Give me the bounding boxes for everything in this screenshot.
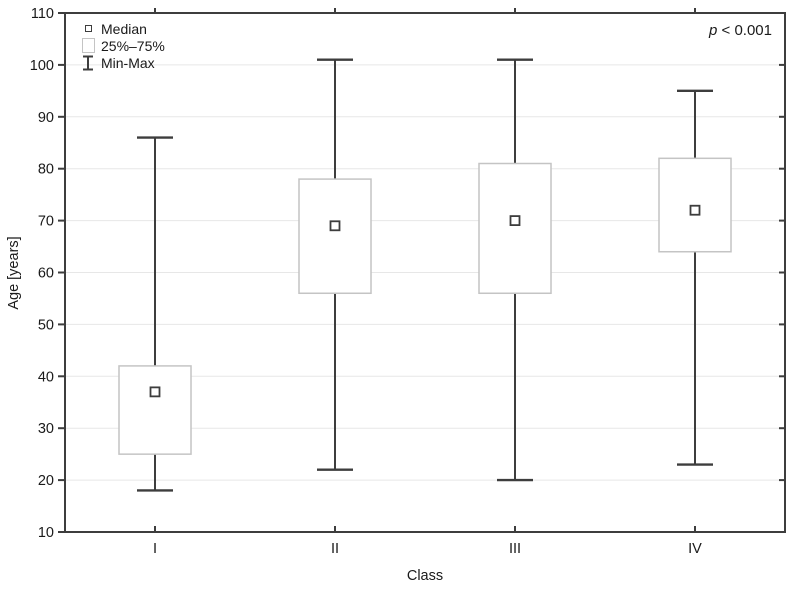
median-marker-icon: [78, 20, 98, 37]
y-tick-label: 50: [38, 317, 54, 333]
y-tick-label: 40: [38, 369, 54, 385]
legend-label: Min-Max: [101, 54, 155, 71]
y-tick-label: 20: [38, 473, 54, 489]
legend-item-iqr: 25%–75%: [78, 37, 165, 54]
iqr-box: [118, 365, 192, 455]
y-tick-label: 110: [31, 6, 54, 22]
p-symbol: p: [709, 22, 718, 39]
y-axis-title: Age [years]: [6, 236, 22, 310]
x-tick-label: II: [331, 541, 339, 557]
iqr-box: [478, 162, 552, 295]
y-tick-label: 10: [38, 525, 54, 541]
median-marker: [689, 204, 701, 216]
p-value-annotation: p < 0.001: [709, 22, 772, 39]
x-tick-label: I: [153, 541, 157, 557]
p-comparison: < 0.001: [717, 22, 772, 39]
y-tick-label: 80: [38, 162, 54, 178]
legend-label: 25%–75%: [101, 37, 165, 54]
legend: Median 25%–75% Min-Max: [78, 20, 165, 71]
legend-label: Median: [101, 20, 147, 37]
y-tick-label: 60: [38, 266, 54, 282]
y-tick-label: 100: [30, 58, 54, 74]
boxplot-class-I: [118, 136, 192, 492]
median-marker: [509, 215, 521, 227]
boxplot-class-III: [478, 58, 552, 482]
legend-item-minmax: Min-Max: [78, 54, 165, 71]
median-marker: [149, 386, 161, 398]
whisker-ibeam-icon: [78, 54, 98, 71]
y-tick-label: 70: [38, 214, 54, 230]
x-tick-label: III: [509, 541, 521, 557]
median-marker: [329, 220, 341, 232]
y-tick-label: 30: [38, 421, 54, 437]
iqr-box: [298, 178, 372, 295]
boxplot-class-II: [298, 58, 372, 471]
y-tick-label: 90: [38, 110, 54, 126]
x-axis-title: Class: [406, 568, 444, 584]
legend-item-median: Median: [78, 20, 165, 37]
x-tick-label: IV: [688, 541, 702, 557]
iqr-box-icon: [78, 37, 98, 54]
boxplot-class-IV: [658, 89, 732, 466]
